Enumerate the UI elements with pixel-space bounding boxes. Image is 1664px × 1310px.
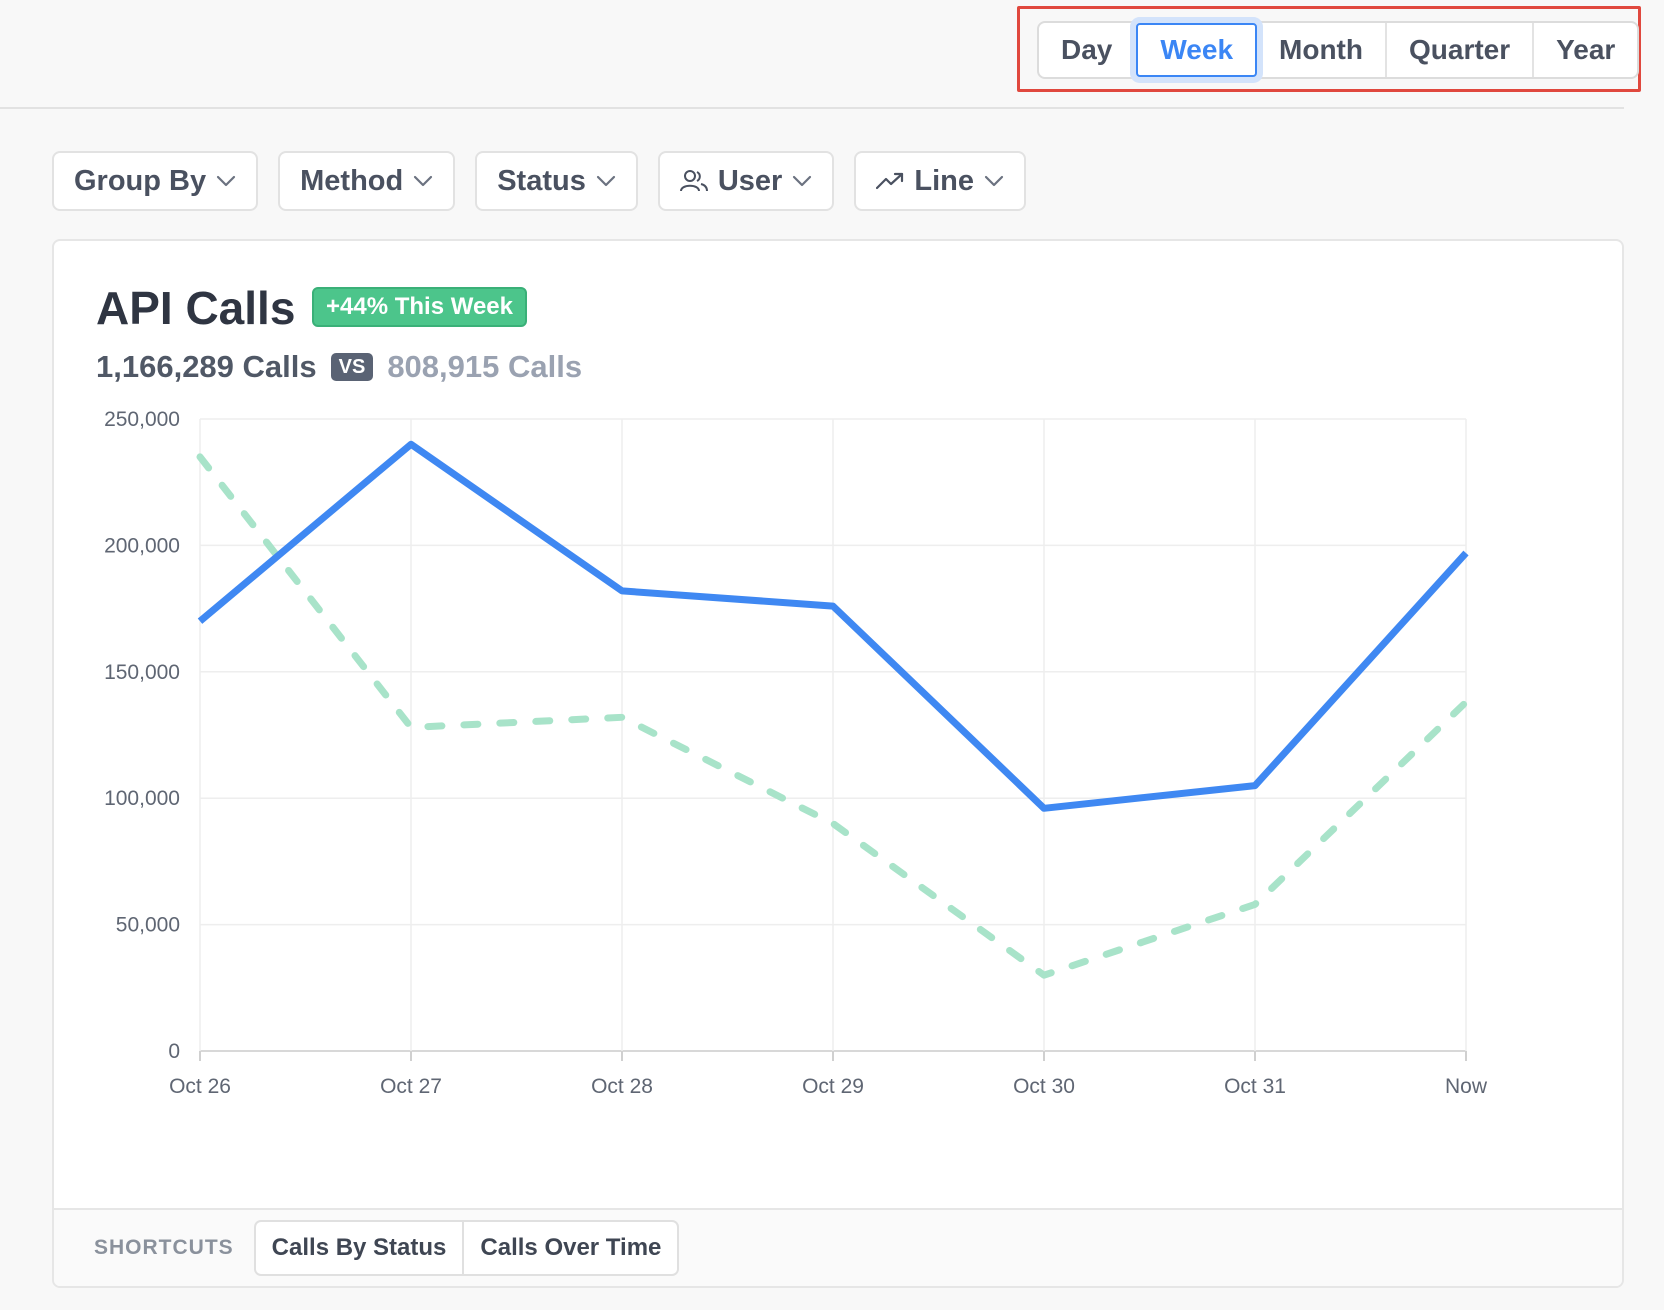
group-by-dropdown[interactable]: Group By [52, 151, 259, 211]
period-day-button[interactable]: Day [1039, 23, 1137, 77]
x-tick-label: Oct 28 [591, 1075, 653, 1098]
period-year-button[interactable]: Year [1556, 34, 1616, 65]
shortcuts-label: SHORTCUTS [94, 1236, 234, 1259]
line-chart: 0 50,000 100,000 150,000 200,000 250,000 Oct 2… [104, 408, 1488, 1098]
status-label: Status [497, 164, 586, 197]
top-bar [0, 0, 1624, 109]
y-tick-label: 250,000 [104, 408, 180, 431]
period-week-button[interactable]: Week [1136, 23, 1258, 77]
shortcut-calls-by-status[interactable]: Calls By Status [256, 1222, 465, 1274]
y-tick-label: 200,000 [104, 534, 180, 557]
x-tick-label: Oct 30 [1013, 1075, 1075, 1098]
x-tick-label: Oct 31 [1224, 1075, 1286, 1098]
chevron-down-icon [596, 175, 615, 187]
y-tick-label: 50,000 [116, 914, 180, 937]
card-title: API Calls [96, 282, 296, 334]
period-month-button[interactable]: Month [1257, 23, 1387, 77]
chevron-down-icon [984, 175, 1004, 187]
y-tick-label: 0 [168, 1040, 180, 1063]
filter-bar: Group By Method Status User Line [52, 151, 1026, 211]
users-icon [679, 170, 708, 192]
current-calls: 1,166,289 Calls [96, 349, 317, 384]
y-tick-label: 100,000 [104, 787, 180, 810]
group-by-label: Group By [74, 164, 207, 197]
user-dropdown[interactable]: User [657, 151, 835, 211]
change-badge: +44% This Week [312, 287, 527, 327]
comparison-line: 1,166,289 Calls VS 808,915 Calls [96, 349, 582, 385]
shortcut-calls-over-time[interactable]: Calls Over Time [480, 1234, 662, 1261]
chart-type-label: Line [914, 164, 974, 197]
previous-calls: 808,915 Calls [387, 349, 583, 384]
y-tick-label: 150,000 [104, 661, 180, 684]
shortcuts-footer: SHORTCUTS Calls By Status Calls Over Tim… [54, 1208, 1622, 1286]
shortcuts-group: Calls By Status Calls Over Time [253, 1220, 680, 1276]
chevron-down-icon [217, 175, 236, 187]
series-line-previous [196, 453, 1470, 979]
trending-up-icon [876, 172, 904, 190]
x-tick-label: Oct 27 [380, 1075, 442, 1098]
series-line-current [197, 440, 1469, 812]
vs-badge: VS [330, 353, 374, 381]
api-calls-card: API Calls +44% This Week 1,166,289 Calls… [52, 239, 1624, 1288]
period-quarter-button[interactable]: Quarter [1387, 23, 1535, 77]
x-tick-label: Now [1445, 1075, 1488, 1098]
user-label: User [717, 164, 783, 197]
x-tick-label: Oct 26 [169, 1075, 231, 1098]
chevron-down-icon [414, 175, 433, 187]
x-tick-label: Oct 29 [802, 1075, 864, 1098]
method-dropdown[interactable]: Method [278, 151, 456, 211]
highlight-annotation [1017, 6, 1641, 92]
chevron-down-icon [793, 175, 812, 187]
chart-type-dropdown[interactable]: Line [854, 151, 1026, 211]
status-dropdown[interactable]: Status [475, 151, 638, 211]
method-label: Method [300, 164, 404, 197]
period-selector: Day Week Month Quarter Year [1037, 21, 1640, 79]
